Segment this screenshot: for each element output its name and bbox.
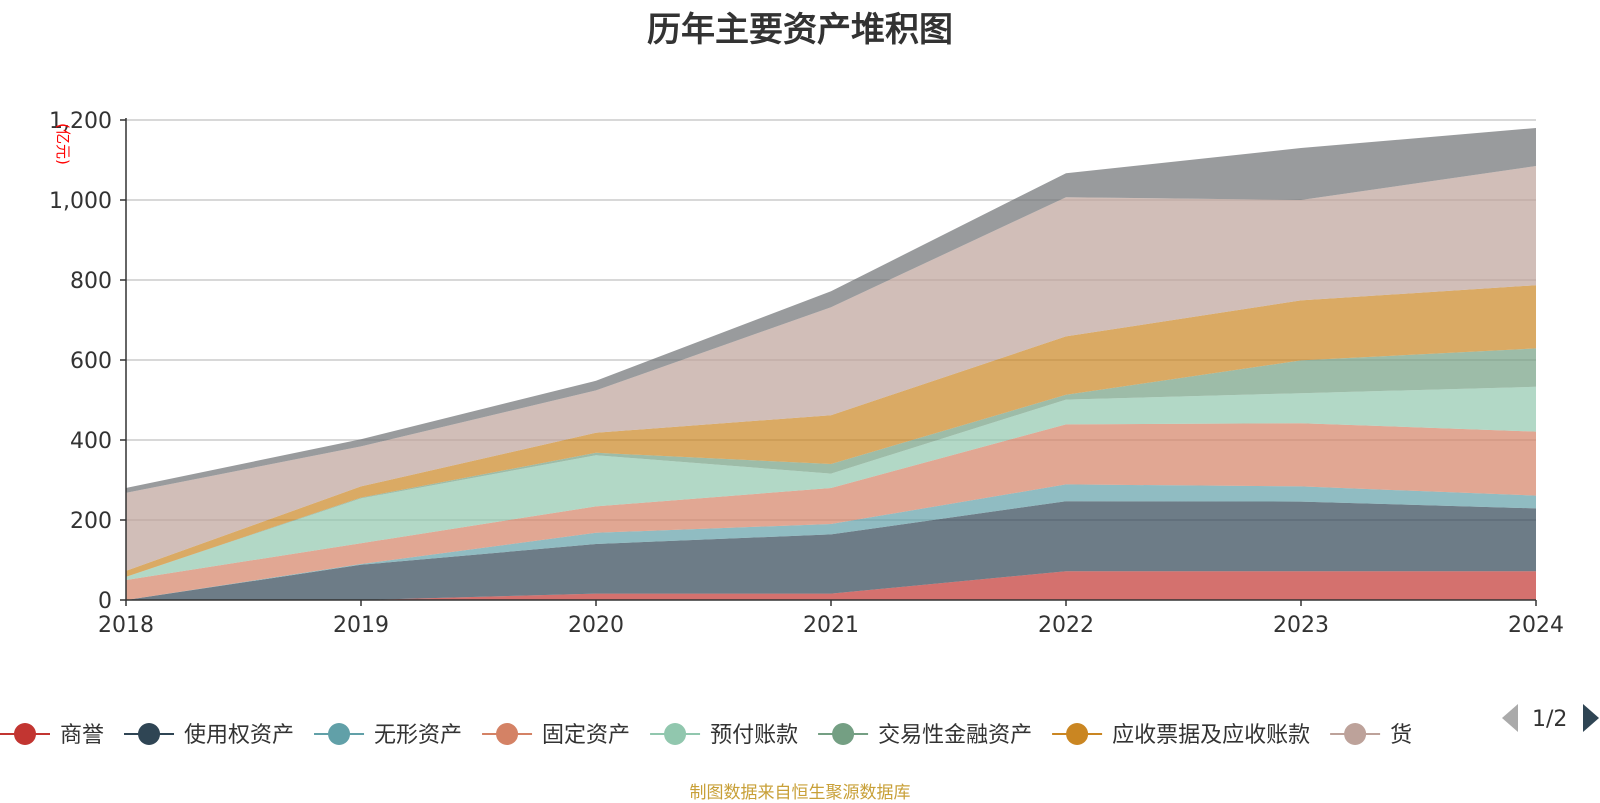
legend-label: 货 — [1390, 723, 1412, 748]
legend-item-2[interactable]: 无形资产 — [314, 723, 462, 748]
legend-label: 无形资产 — [374, 723, 462, 748]
legend-next-page-icon[interactable] — [1583, 704, 1599, 732]
area-series-layer — [126, 128, 1536, 600]
x-tick-label: 2018 — [98, 613, 154, 638]
legend-circle-icon — [664, 723, 687, 745]
legend-item-4[interactable]: 预付账款 — [650, 723, 798, 748]
legend-page-indicator: 1/2 — [1532, 707, 1567, 732]
legend-item-6[interactable]: 应收票据及应收账款 — [1052, 723, 1310, 748]
legend-item-7[interactable]: 货 — [1330, 723, 1412, 748]
y-tick-label: 0 — [98, 589, 112, 614]
legend-circle-icon — [138, 723, 161, 745]
legend-prev-page-icon[interactable] — [1502, 704, 1518, 732]
legend-pager: 1/2 — [1502, 704, 1599, 732]
x-tick-label: 2024 — [1508, 613, 1564, 638]
area-series-1 — [126, 501, 1536, 600]
legend-label: 交易性金融资产 — [878, 723, 1032, 748]
legend: 商誉 使用权资产 无形资产 固定资产 预付账款 交易性金融资产 应收票据及应收账款 货 — [0, 723, 1412, 748]
legend-label: 预付账款 — [710, 723, 798, 748]
legend-circle-icon — [328, 723, 351, 745]
legend-item-1[interactable]: 使用权资产 — [124, 723, 294, 748]
area-series-8 — [126, 128, 1536, 493]
legend-label: 使用权资产 — [184, 723, 294, 748]
legend-item-0[interactable]: 商誉 — [0, 723, 104, 748]
axes: 0 200 400 600 800 1,000 1,200 2018 2019 2020 2021 2… — [49, 109, 1564, 638]
x-tick-label: 2019 — [333, 613, 389, 638]
legend-circle-icon — [496, 723, 519, 745]
area-series-5 — [126, 348, 1536, 577]
y-axis-unit-label: (亿元) — [54, 123, 72, 165]
chart-title: 历年主要资产堆积图 — [647, 10, 953, 50]
x-tick-label: 2023 — [1273, 613, 1329, 638]
legend-circle-icon — [1066, 723, 1089, 745]
x-tick-label: 2022 — [1038, 613, 1094, 638]
legend-item-3[interactable]: 固定资产 — [482, 723, 630, 748]
source-note: 制图数据来自恒生聚源数据库 — [689, 783, 911, 803]
legend-label: 应收票据及应收账款 — [1112, 723, 1310, 748]
area-series-0 — [126, 571, 1536, 600]
x-tick-label: 2020 — [568, 613, 624, 638]
y-tick-label: 400 — [70, 429, 112, 454]
legend-label: 商誉 — [60, 723, 104, 748]
legend-circle-icon — [14, 723, 36, 745]
legend-circle-icon — [832, 723, 855, 745]
area-series-6 — [126, 285, 1536, 577]
y-tick-label: 800 — [70, 269, 112, 294]
y-tick-label: 1,000 — [49, 189, 112, 214]
area-series-3 — [126, 423, 1536, 600]
area-series-7 — [126, 166, 1536, 571]
area-series-2 — [126, 484, 1536, 600]
area-series-4 — [126, 386, 1536, 580]
y-tick-label: 600 — [70, 349, 112, 374]
x-tick-label: 2021 — [803, 613, 859, 638]
legend-circle-icon — [1344, 723, 1367, 745]
y-tick-label: 1,200 — [49, 109, 112, 134]
legend-item-5[interactable]: 交易性金融资产 — [818, 723, 1032, 748]
legend-label: 固定资产 — [542, 723, 630, 748]
y-tick-label: 200 — [70, 509, 112, 534]
